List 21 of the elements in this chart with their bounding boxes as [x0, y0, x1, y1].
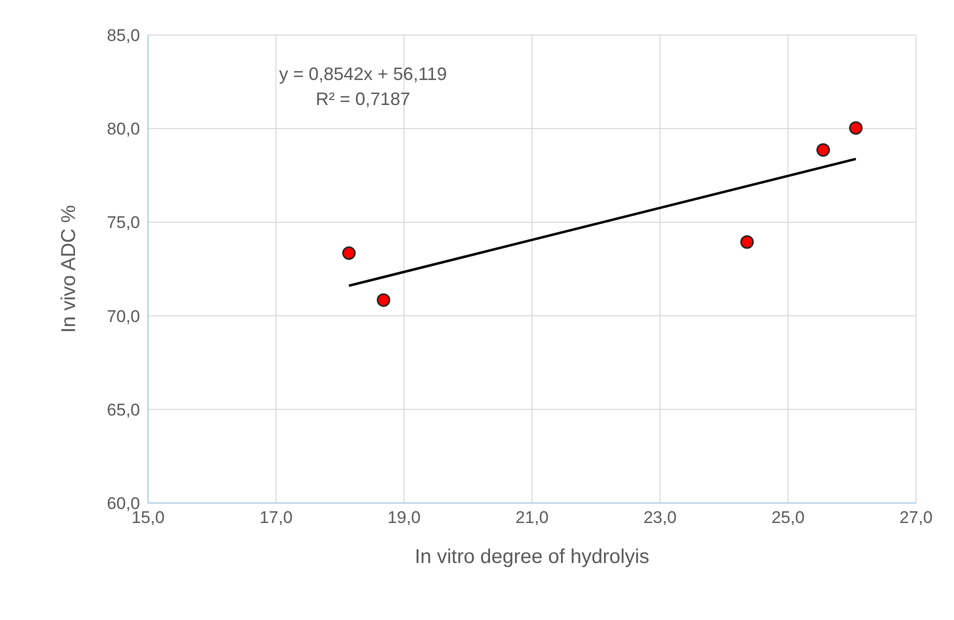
point [849, 121, 863, 135]
y-tick-label: 65,0 [106, 400, 140, 420]
point [342, 246, 356, 260]
x-tick-label: 21,0 [515, 508, 549, 528]
x-tick-label: 25,0 [771, 508, 805, 528]
y-axis-title: In vivo ADC % [58, 204, 80, 333]
x-tick-label: 17,0 [259, 508, 293, 528]
point [376, 293, 390, 307]
x-tick-label: 19,0 [387, 508, 421, 528]
point [816, 143, 830, 157]
point [740, 235, 754, 249]
x-tick-label: 27,0 [899, 508, 933, 528]
y-tick-label: 80,0 [106, 120, 140, 139]
x-axis-title: In vitro degree of hydrolyis [414, 546, 650, 568]
y-tick-label: 85,0 [106, 26, 140, 46]
annotation: y = 0,8542x + 56,119 [278, 64, 448, 85]
y-tick-label: 75,0 [106, 213, 140, 232]
y-tick-label: 70,0 [106, 306, 140, 326]
annotation: R² = 0,7187 [314, 89, 412, 110]
x-tick-label: 15,0 [131, 508, 165, 528]
x-tick-label: 23,0 [643, 508, 677, 528]
